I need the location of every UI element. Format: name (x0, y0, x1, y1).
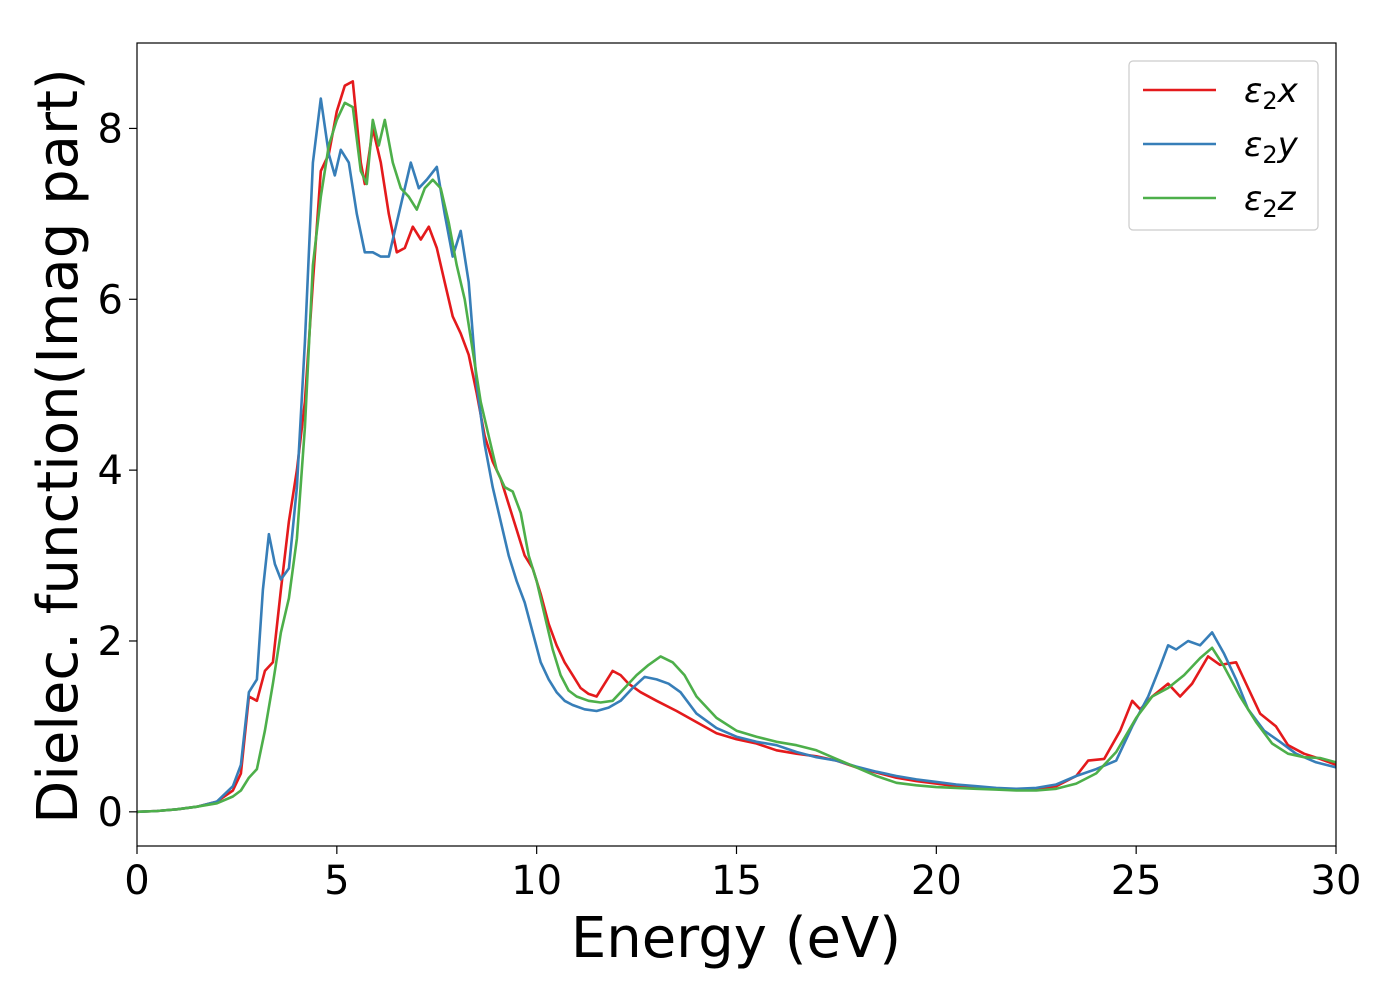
y-tick-label: 4 (98, 448, 123, 494)
legend-entries: ε2x ε2y ε2z (1143, 71, 1299, 223)
y-tick-label: 2 (98, 619, 123, 665)
x-tick-label: 15 (711, 858, 762, 904)
x-tick-label: 5 (324, 858, 349, 904)
series-layer (137, 80, 1336, 814)
x-tick-label: 30 (1311, 858, 1362, 904)
legend-label-z: ε2z (1244, 179, 1297, 223)
legend-label-x: ε2x (1244, 71, 1299, 115)
legend: ε2x ε2y ε2z (1128, 60, 1319, 231)
x-axis-title: Energy (eV) (571, 906, 901, 971)
y-tick-label: 0 (98, 790, 123, 836)
y-tick-label: 8 (98, 106, 123, 152)
y-axis-ticks: 0 2 4 6 8 (98, 106, 137, 836)
legend-box (1128, 60, 1319, 231)
x-axis-ticks: 0 5 10 15 20 25 30 (124, 846, 1361, 904)
y-axis-title: Dielec. function(Imag part) (26, 68, 91, 824)
series-line-x (137, 80, 1336, 814)
x-tick-label: 20 (911, 858, 962, 904)
series-line-y (137, 97, 1336, 814)
x-tick-label: 25 (1111, 858, 1162, 904)
x-tick-label: 10 (511, 858, 562, 904)
y-tick-label: 6 (98, 277, 123, 323)
series-line-z (137, 101, 1336, 814)
legend-label-y: ε2y (1244, 125, 1299, 169)
x-tick-label: 0 (124, 858, 149, 904)
